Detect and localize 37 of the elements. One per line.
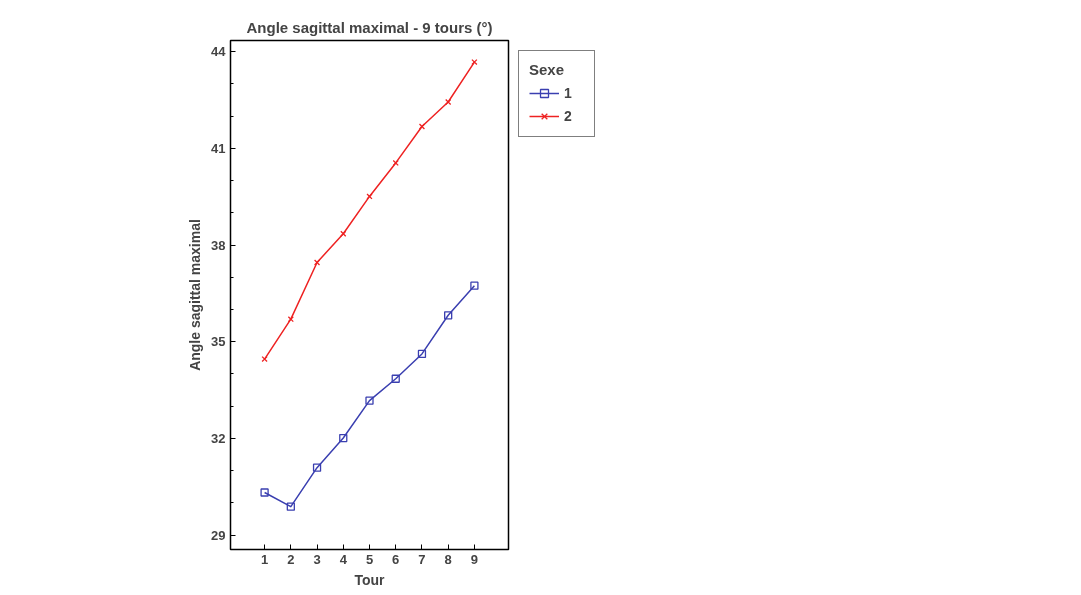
point [392, 159, 399, 167]
x-tick-label: 5 [365, 551, 374, 567]
legend-label: 1 [564, 85, 573, 101]
x-axis-title: Tour [354, 571, 386, 588]
point [365, 396, 374, 405]
x-tick-label: 6 [392, 551, 400, 567]
point [470, 281, 479, 290]
legend-label: 2 [564, 108, 573, 124]
point [417, 349, 427, 359]
y-axis-title: Angle sagittal maximal [187, 219, 204, 371]
point [418, 123, 426, 130]
point [444, 311, 453, 320]
x-tick-label: 9 [470, 551, 479, 567]
point [339, 433, 348, 443]
chart-title: Angle sagittal maximal - 9 tours (°) [246, 18, 493, 36]
point [471, 58, 478, 66]
y-tick-label: 38 [211, 237, 226, 253]
x-tick-label: 8 [444, 551, 452, 567]
y-tick-label: 35 [211, 334, 226, 350]
point [261, 355, 268, 363]
point [445, 98, 452, 106]
point [391, 374, 400, 383]
x-tick-label: 1 [260, 551, 269, 567]
point [312, 463, 322, 472]
point [366, 193, 373, 200]
x-tick-label: 7 [418, 551, 426, 567]
y-tick-label: 41 [211, 140, 226, 156]
y-tick-label: 44 [211, 44, 227, 60]
point [260, 488, 269, 497]
y-tick-label: 32 [211, 430, 226, 446]
point [286, 502, 295, 511]
x-tick-label: 3 [313, 551, 321, 567]
x-tick-label: 4 [339, 551, 348, 567]
x-tick-label: 2 [287, 551, 295, 567]
y-tick-label: 29 [211, 527, 226, 543]
point [313, 259, 321, 266]
legend-title: Sexe [529, 61, 566, 78]
